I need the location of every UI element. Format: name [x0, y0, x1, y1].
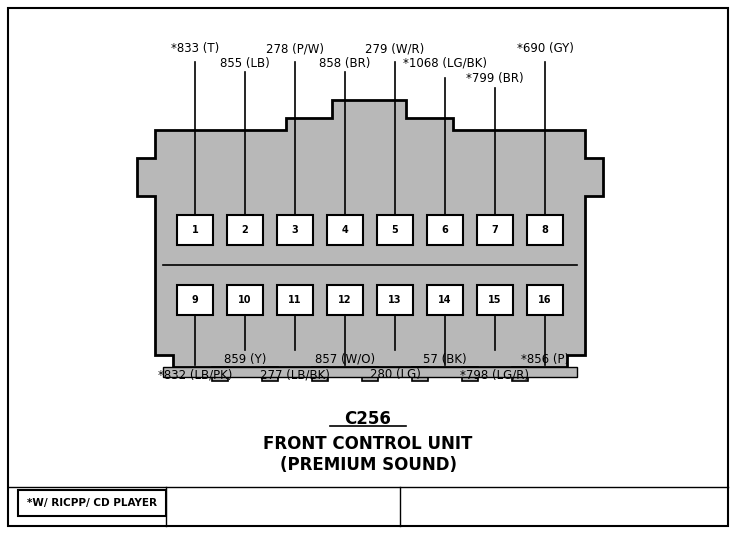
- Text: *1068 (LG/BK): *1068 (LG/BK): [403, 57, 487, 70]
- Text: 280 (LG): 280 (LG): [369, 368, 420, 381]
- Text: 277 (LB/BK): 277 (LB/BK): [260, 368, 330, 381]
- Text: 1: 1: [191, 225, 199, 235]
- Text: 9: 9: [191, 295, 199, 305]
- Text: 5: 5: [392, 225, 398, 235]
- Bar: [177, 285, 213, 315]
- Text: 12: 12: [339, 295, 352, 305]
- Text: *856 (P): *856 (P): [521, 353, 569, 366]
- Text: 14: 14: [438, 295, 452, 305]
- Bar: [18, 490, 166, 516]
- Text: 10: 10: [238, 295, 252, 305]
- Bar: [227, 285, 263, 315]
- Bar: [512, 367, 528, 381]
- Text: 857 (W/O): 857 (W/O): [315, 353, 375, 366]
- Bar: [327, 285, 363, 315]
- Bar: [212, 367, 228, 381]
- Text: 6: 6: [442, 225, 448, 235]
- Bar: [527, 285, 563, 315]
- Text: 3: 3: [291, 225, 298, 235]
- Bar: [227, 215, 263, 245]
- Polygon shape: [137, 100, 603, 367]
- Bar: [462, 367, 478, 381]
- Text: 7: 7: [492, 225, 498, 235]
- Bar: [312, 367, 328, 381]
- Text: 11: 11: [289, 295, 302, 305]
- Text: (PREMIUM SOUND): (PREMIUM SOUND): [280, 456, 456, 474]
- Text: *W/ RICPP/ CD PLAYER: *W/ RICPP/ CD PLAYER: [27, 498, 157, 508]
- Text: 2: 2: [241, 225, 248, 235]
- Text: *798 (LG/R): *798 (LG/R): [461, 368, 529, 381]
- Text: 858 (BR): 858 (BR): [319, 57, 371, 70]
- Text: *833 (T): *833 (T): [171, 42, 219, 55]
- Text: C256: C256: [344, 410, 392, 428]
- Text: 278 (P/W): 278 (P/W): [266, 42, 324, 55]
- Text: 13: 13: [389, 295, 402, 305]
- Text: 16: 16: [538, 295, 552, 305]
- Text: *832 (LB/PK): *832 (LB/PK): [158, 368, 232, 381]
- Bar: [527, 215, 563, 245]
- Bar: [477, 285, 513, 315]
- Bar: [377, 215, 413, 245]
- Bar: [277, 285, 313, 315]
- Bar: [262, 367, 278, 381]
- Text: 8: 8: [542, 225, 548, 235]
- Bar: [163, 367, 577, 377]
- Bar: [155, 130, 585, 355]
- Text: 855 (LB): 855 (LB): [220, 57, 270, 70]
- Bar: [277, 215, 313, 245]
- Text: 859 (Y): 859 (Y): [224, 353, 266, 366]
- Text: 15: 15: [488, 295, 502, 305]
- Text: 57 (BK): 57 (BK): [423, 353, 467, 366]
- Text: *799 (BR): *799 (BR): [466, 72, 524, 85]
- Bar: [177, 215, 213, 245]
- Bar: [362, 367, 378, 381]
- Bar: [377, 285, 413, 315]
- Text: 279 (W/R): 279 (W/R): [365, 42, 425, 55]
- Bar: [477, 215, 513, 245]
- Bar: [427, 285, 463, 315]
- Bar: [412, 367, 428, 381]
- Bar: [327, 215, 363, 245]
- Text: 4: 4: [342, 225, 348, 235]
- Text: FRONT CONTROL UNIT: FRONT CONTROL UNIT: [263, 435, 473, 453]
- Bar: [427, 215, 463, 245]
- Text: *690 (GY): *690 (GY): [517, 42, 573, 55]
